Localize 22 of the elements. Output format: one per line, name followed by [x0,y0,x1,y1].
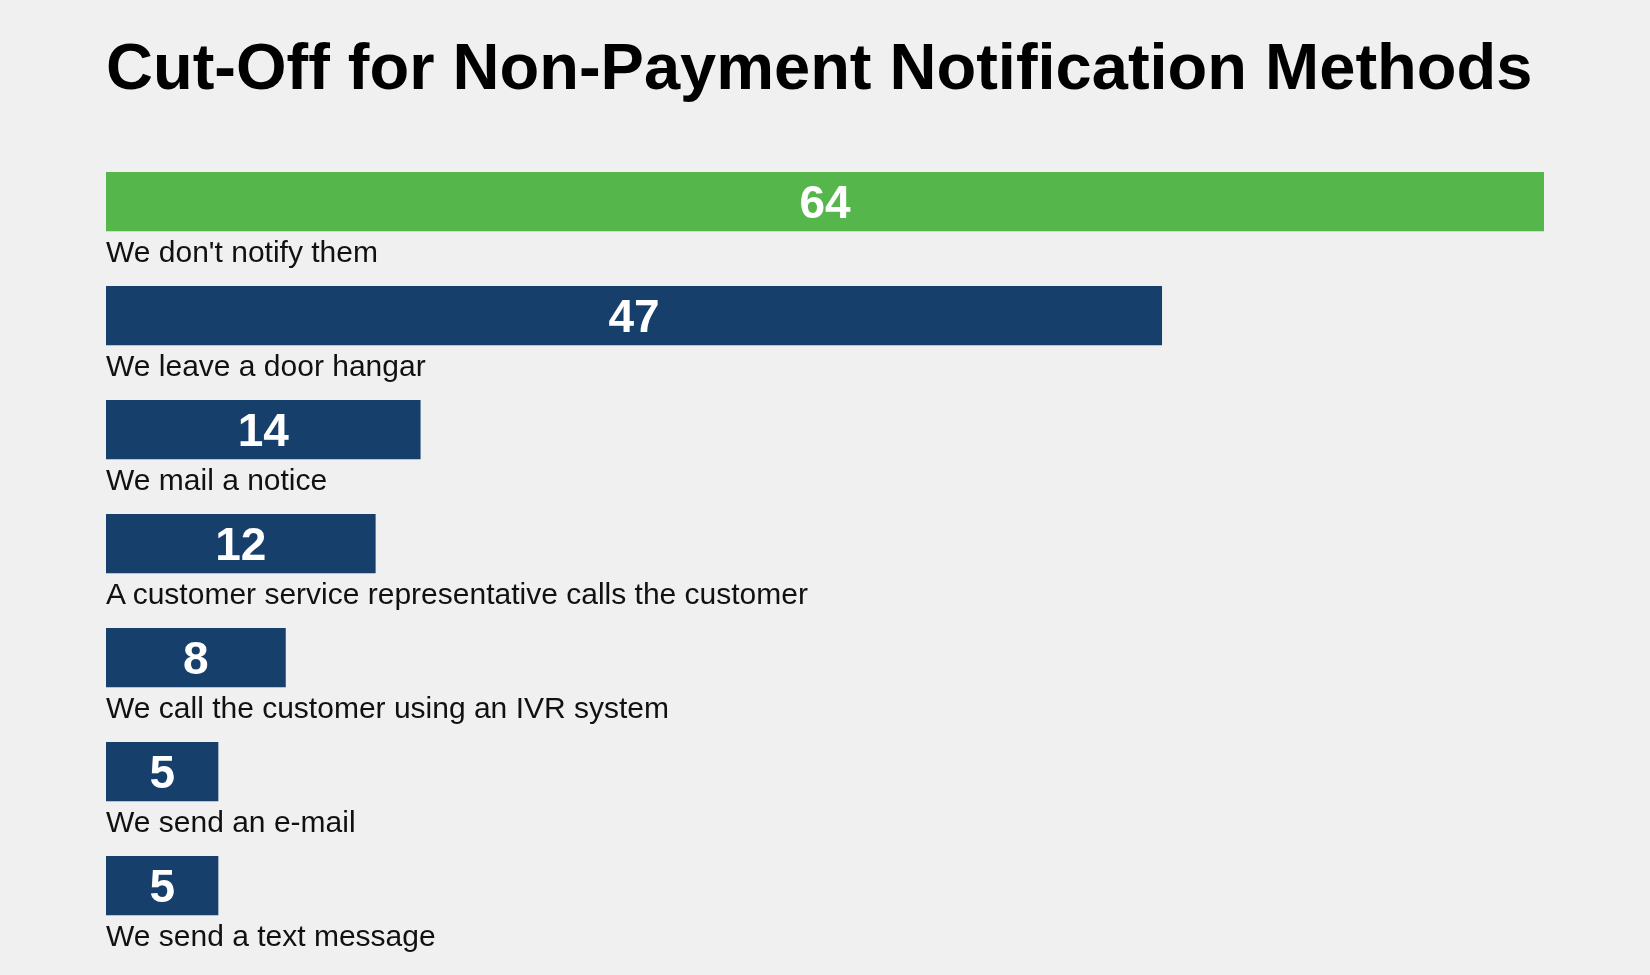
bar [106,628,286,688]
data-label: 8 [183,631,209,684]
data-label: 5 [149,859,175,912]
data-label: 12 [215,517,267,570]
y-tick-label: We don't notify them [106,235,378,269]
bar [106,514,376,574]
bar [106,856,219,916]
data-label: 14 [237,403,290,456]
bar [106,286,1163,346]
data-label: 47 [608,289,660,342]
data-label: 64 [799,175,851,228]
data-label: 5 [149,745,175,798]
y-tick-label: A customer service representative calls the customer [106,577,808,611]
y-tick-label: We send a text message [106,919,436,953]
chart-title: Cut-Off for Non-Payment Notification Methods [106,30,1533,103]
y-tick-label: We send an e-mail [106,805,356,839]
y-tick-label: We call the customer using an IVR system [106,691,669,725]
bar [106,742,219,802]
y-tick-label: We mail a notice [106,463,328,497]
y-tick-label: We leave a door hangar [106,349,426,383]
bar [106,172,1544,232]
bar [106,400,421,460]
